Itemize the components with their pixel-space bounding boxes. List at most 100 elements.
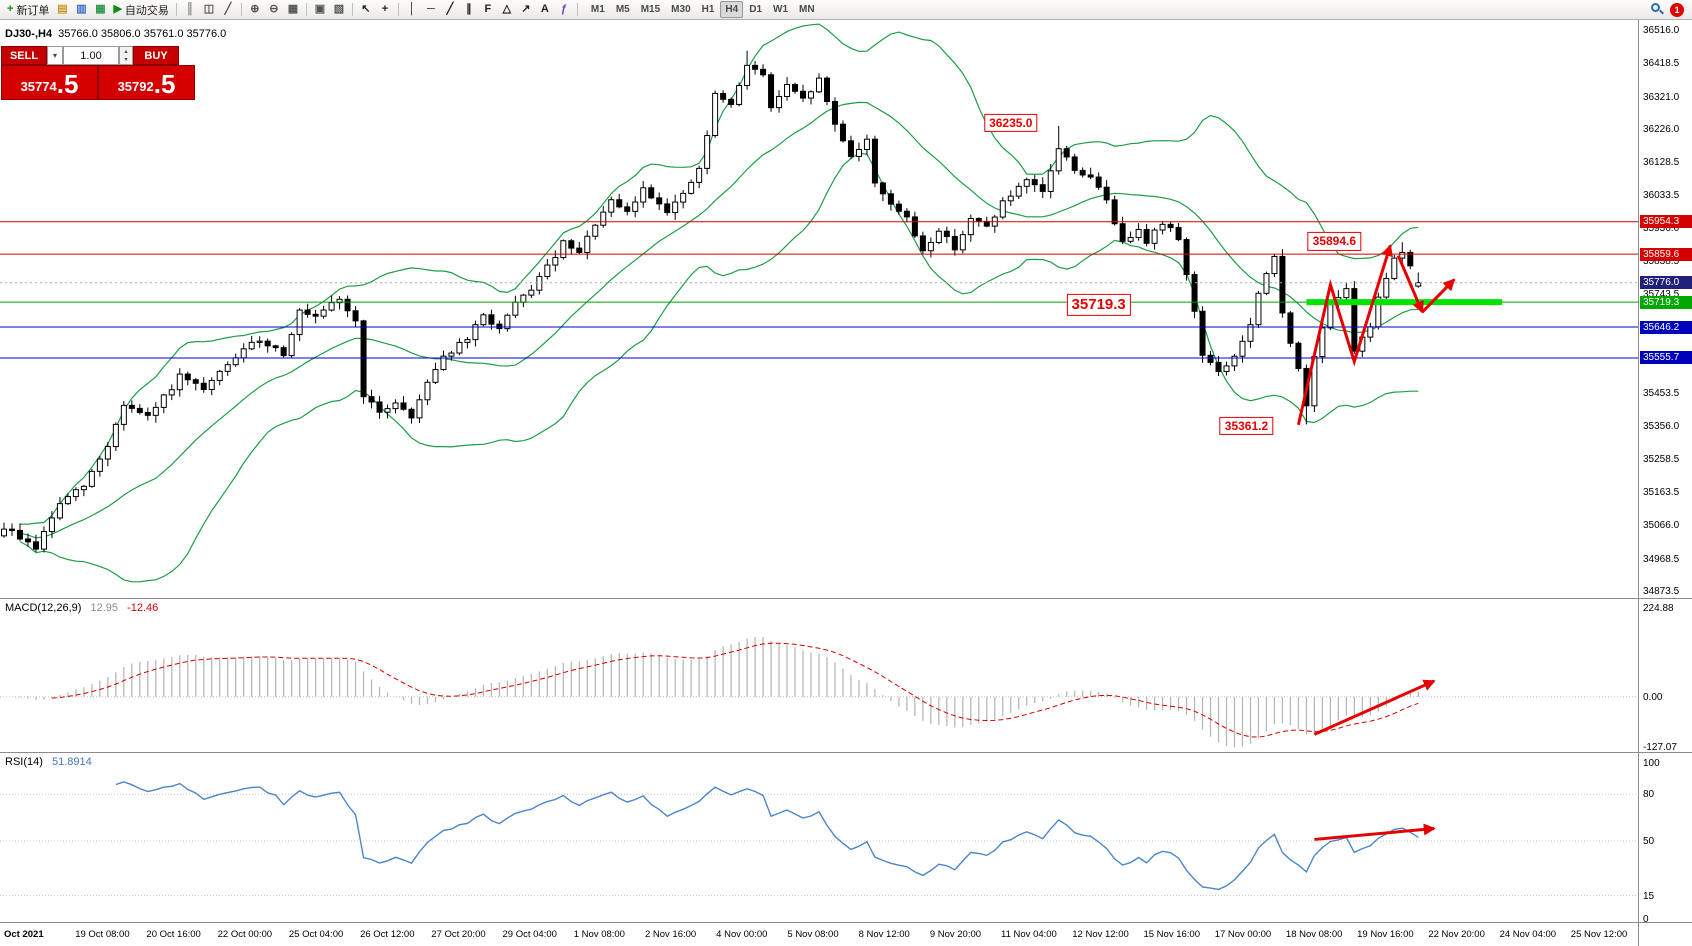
- macd-trend-arrow[interactable]: [1313, 679, 1436, 736]
- tile-windows-icon-glyph: ▦: [287, 3, 299, 15]
- sell-price-main: 35774: [20, 78, 57, 94]
- timeframe-h1[interactable]: H1: [701, 4, 715, 15]
- tile-windows-icon[interactable]: ▦: [284, 1, 302, 19]
- price-axis-tick: 36033.5: [1643, 189, 1680, 201]
- new-chart-icon[interactable]: ▣: [311, 1, 329, 19]
- rsi-indicator-chart[interactable]: [0, 753, 1638, 922]
- cursor-icon[interactable]: ↖: [357, 1, 375, 19]
- price-axis-tick: 35258.5: [1643, 454, 1680, 466]
- price-axis-tick: 34873.5: [1643, 585, 1680, 597]
- drawn-annotations[interactable]: [1296, 244, 1503, 426]
- price-axis[interactable]: 36516.0 36418.5 36321.0 36226.0 36128.5 36033…: [1638, 20, 1692, 946]
- macd-axis-tick: 0.00: [1643, 691, 1663, 703]
- time-axis-tick: 19 Nov 16:00: [1357, 929, 1414, 940]
- macd-indicator-chart[interactable]: [0, 599, 1638, 752]
- shapes-icon[interactable]: △: [498, 1, 516, 19]
- chart-ohlc-header: DJ30-,H4 35766.0 35806.0 35761.0 35776.0: [5, 28, 226, 40]
- crosshair-icon-glyph: +: [381, 3, 389, 15]
- trendline-icon-glyph: ╱: [446, 3, 454, 15]
- volume-down-icon[interactable]: ▾: [124, 57, 128, 64]
- autotrading-button-label: 自动交易: [124, 4, 169, 17]
- candlestick-chart-icon[interactable]: ◫: [200, 1, 218, 19]
- price-axis-tick: 36516.0: [1643, 24, 1680, 36]
- toolbar-separator: [305, 3, 307, 16]
- bollinger-bands: [19, 23, 1419, 583]
- trend-arrow[interactable]: [1396, 255, 1424, 314]
- volume-up-icon[interactable]: ▴: [124, 48, 128, 55]
- indicators-icon[interactable]: ƒ: [555, 1, 573, 19]
- symbol-period-label: DJ30-,H4: [5, 28, 53, 40]
- text-tool-icon[interactable]: A: [536, 1, 554, 19]
- line-chart-icon[interactable]: ╱: [219, 1, 237, 19]
- volume-dropdown[interactable]: ▾: [47, 46, 63, 65]
- timeframe-m1[interactable]: M1: [590, 4, 605, 15]
- fibonacci-icon[interactable]: F: [479, 1, 497, 19]
- autotrading-button[interactable]: ▶ 自动交易: [110, 1, 171, 19]
- timeframe-m30[interactable]: M30: [671, 4, 691, 15]
- volume-stepper[interactable]: ▴ ▾: [119, 46, 133, 65]
- rsi-axis-tick: 0: [1643, 914, 1649, 925]
- arrow-tool-icon[interactable]: ↗: [517, 1, 535, 19]
- market-watch-icon[interactable]: ▤: [53, 1, 71, 19]
- chart-area[interactable]: DJ30-,H4 35766.0 35806.0 35761.0 35776.0 …: [0, 20, 1692, 946]
- candlestick-chart-icon-glyph: ◫: [203, 3, 215, 15]
- toolbar-separator: [240, 3, 242, 16]
- price-axis-tick: 35163.5: [1643, 486, 1680, 498]
- timeframe-w1[interactable]: W1: [773, 4, 789, 15]
- autotrading-button-glyph: ▶: [113, 3, 122, 15]
- panel-separator[interactable]: [0, 752, 1692, 753]
- text-tool-icon-glyph: A: [540, 3, 549, 15]
- search-icon[interactable]: [1651, 3, 1664, 16]
- notification-badge[interactable]: 1: [1670, 2, 1684, 17]
- toolbar-separator: [397, 3, 399, 16]
- bar-chart-icon[interactable]: ║: [181, 1, 199, 19]
- trend-arrow[interactable]: [1421, 278, 1456, 314]
- trend-arrow[interactable]: [1296, 244, 1393, 426]
- zoom-in-icon[interactable]: ⊕: [246, 1, 264, 19]
- main-price-chart[interactable]: [0, 20, 1638, 598]
- channel-icon[interactable]: ∥: [460, 1, 478, 19]
- macd-histogram: [11, 637, 1419, 748]
- cursor-icon-glyph: ↖: [361, 3, 371, 15]
- timeframe-m5[interactable]: M5: [615, 4, 630, 15]
- navigator-icon[interactable]: ▦: [91, 1, 109, 19]
- sell-button[interactable]: SELL: [1, 46, 47, 65]
- indicators-icon-glyph: ƒ: [560, 3, 567, 15]
- search-lens: [1651, 3, 1660, 12]
- panel-separator: [0, 922, 1692, 923]
- macd-name: MACD(12,26,9): [5, 602, 82, 614]
- data-window-icon[interactable]: ▥: [72, 1, 90, 19]
- price-level-badge: 35954.3: [1640, 215, 1692, 229]
- new-order-button-glyph: +: [7, 3, 14, 15]
- rsi-trend-arrow[interactable]: [1314, 823, 1436, 841]
- panel-separator[interactable]: [0, 598, 1692, 599]
- timeframe-m15[interactable]: M15: [640, 4, 661, 15]
- time-axis-tick: 27 Oct 20:00: [431, 929, 486, 940]
- new-order-button[interactable]: + 新订单: [4, 1, 52, 19]
- level-lines[interactable]: [0, 221, 1638, 359]
- buy-price-main: 35792: [117, 78, 154, 94]
- macd-signal-value: -12.46: [127, 602, 159, 614]
- sell-price[interactable]: 35774.5: [1, 65, 98, 100]
- buy-price[interactable]: 35792.5: [98, 65, 195, 100]
- crosshair-icon[interactable]: +: [376, 1, 394, 19]
- timeframe-d1[interactable]: D1: [749, 4, 763, 15]
- price-level-badge: 35859.6: [1640, 247, 1692, 261]
- horizontal-line-icon[interactable]: ─: [422, 1, 440, 19]
- trendline-icon[interactable]: ╱: [441, 1, 459, 19]
- profiles-icon[interactable]: ▧: [330, 1, 348, 19]
- zoom-out-icon[interactable]: ⊖: [265, 1, 283, 19]
- rsi-axis-tick: 80: [1643, 789, 1655, 801]
- price-axis-tick: 35453.5: [1643, 387, 1680, 399]
- timeframe-mn[interactable]: MN: [799, 4, 815, 15]
- time-axis[interactable]: Oct 2021 19 Oct 08:00 20 Oct 16:00 22 Oct 0…: [0, 923, 1638, 946]
- macd-signal-line: [51, 642, 1419, 738]
- rsi-line: [115, 781, 1419, 891]
- price-level-badge: 35719.3: [1640, 295, 1692, 309]
- timeframe-h4[interactable]: H4: [720, 1, 744, 18]
- volume-input[interactable]: 1.00: [63, 46, 119, 65]
- time-axis-tick: 29 Oct 04:00: [502, 929, 557, 940]
- vertical-line-icon[interactable]: │: [403, 1, 421, 19]
- sell-price-fraction: .5: [56, 69, 79, 99]
- buy-button[interactable]: BUY: [133, 46, 179, 65]
